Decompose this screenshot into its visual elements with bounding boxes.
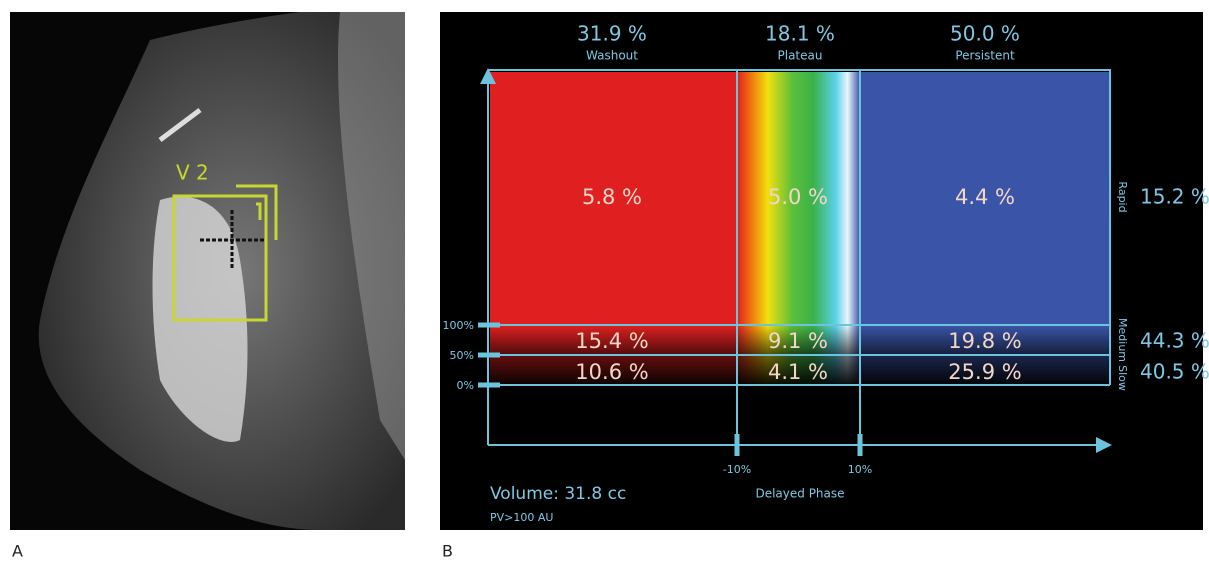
panel-b: 31.9 % Washout 18.1 % Plateau 50.0 % Per… <box>440 12 1209 561</box>
row-percent: 44.3 % <box>1140 329 1209 353</box>
cell-value: 10.6 % <box>575 360 648 384</box>
panel-a: V 2 A <box>10 12 405 561</box>
cell-value: 5.8 % <box>582 185 642 209</box>
panel-label: A <box>12 542 23 561</box>
y-axis-label: 100% <box>443 319 474 332</box>
row-name: Rapid <box>1116 181 1129 212</box>
x-axis-label: -10% <box>723 463 751 476</box>
x-axis-title: Delayed Phase <box>755 487 844 501</box>
cell-value: 9.1 % <box>768 329 828 353</box>
row-percent: 40.5 % <box>1140 360 1209 384</box>
cell-value: 25.9 % <box>948 360 1021 384</box>
column-percent: 31.9 % <box>577 22 647 46</box>
cell-value: 15.4 % <box>575 329 648 353</box>
cell-value: 4.1 % <box>768 360 828 384</box>
threshold: PV>100 AU <box>490 511 553 524</box>
figure: V 2 A 31.9 % Washout 18.1 % Plateau 50.0… <box>0 0 1209 566</box>
cell-value: 5.0 % <box>768 185 828 209</box>
row-name: Medium <box>1116 318 1129 362</box>
column-percent: 50.0 % <box>950 22 1020 46</box>
y-axis-label: 0% <box>457 379 474 392</box>
column-percent: 18.1 % <box>765 22 835 46</box>
column-name: Persistent <box>955 49 1015 63</box>
column-name: Washout <box>586 49 638 63</box>
row-name: Slow <box>1116 365 1129 391</box>
panel-label: B <box>442 542 453 561</box>
column-name: Plateau <box>778 49 823 63</box>
y-axis-label: 50% <box>450 349 474 362</box>
roi-label: V 2 <box>176 161 209 185</box>
row-percent: 15.2 % <box>1140 185 1209 209</box>
x-axis-label: 10% <box>848 463 872 476</box>
volume: Volume: 31.8 cc <box>490 484 626 504</box>
cell-value: 4.4 % <box>955 185 1015 209</box>
cell-value: 19.8 % <box>948 329 1021 353</box>
